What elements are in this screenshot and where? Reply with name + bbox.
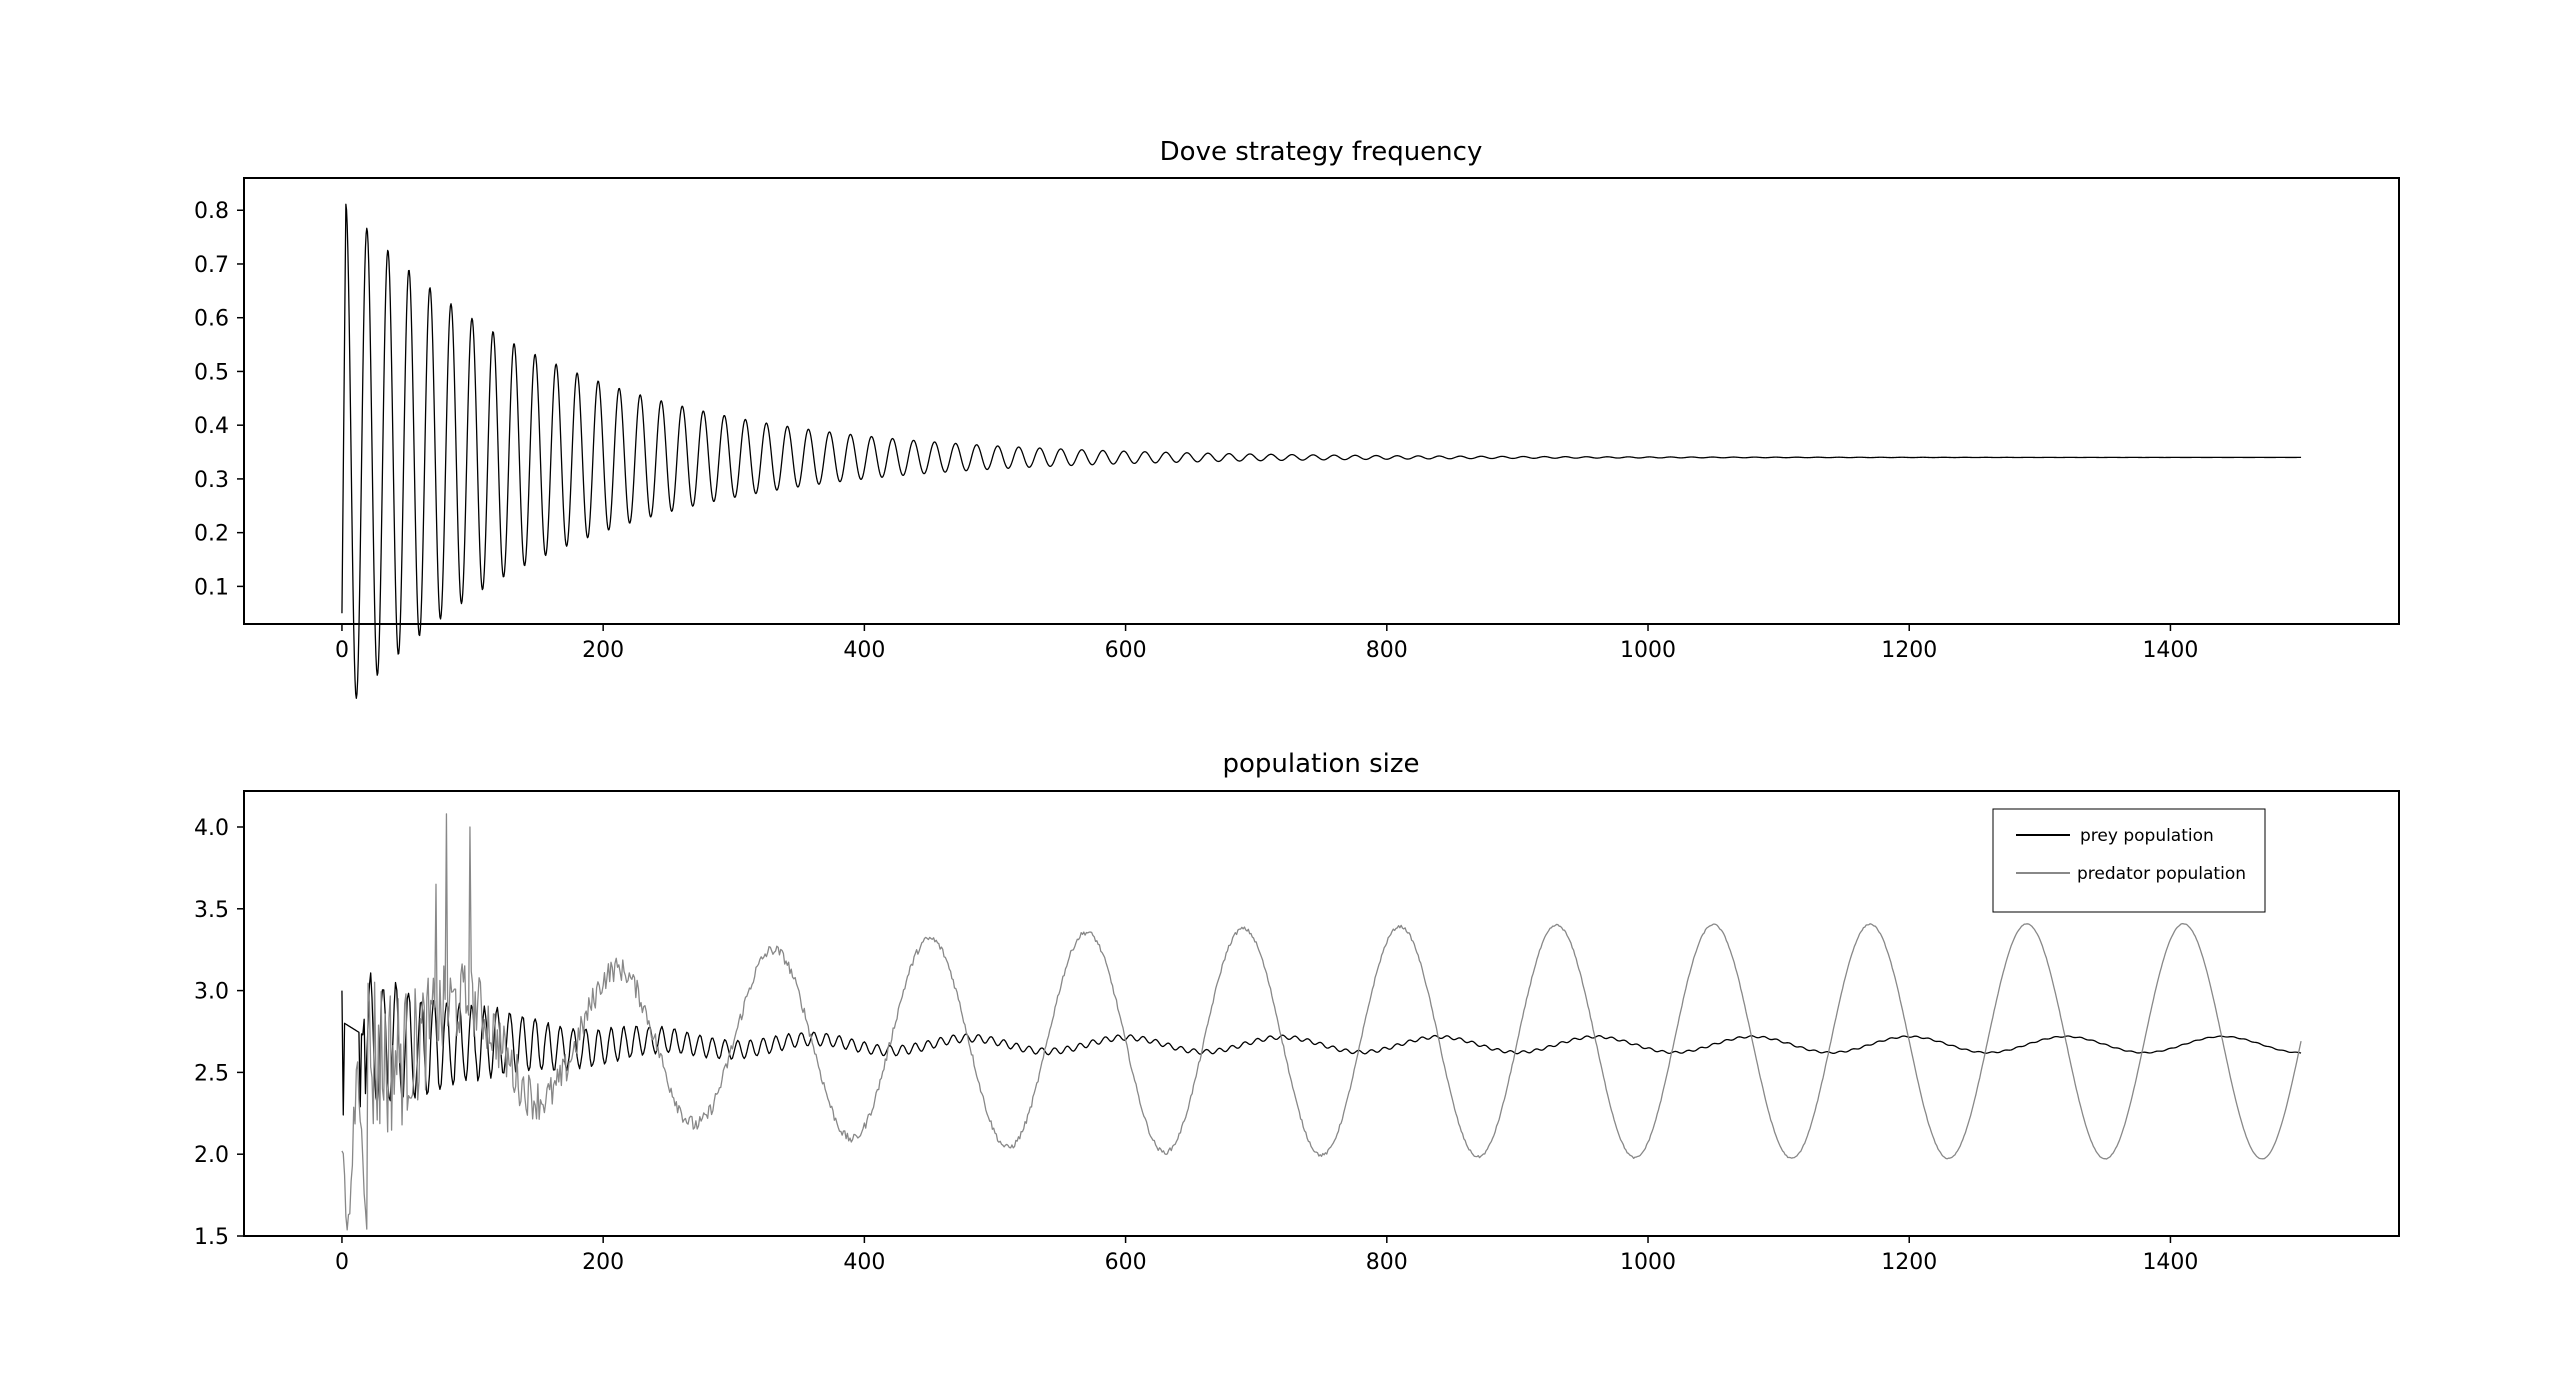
population-ytick-label: 4.0 [194, 816, 229, 841]
series-line-predator-population [341, 813, 2302, 1231]
dove-xtick-label: 200 [582, 638, 624, 663]
population-xtick-label: 600 [1105, 1250, 1147, 1275]
dove-ytick-label: 0.8 [194, 199, 229, 224]
population-chart: population size 0 200 400 600 800 1000 1200 140… [194, 749, 2400, 1275]
population-xtick-label: 800 [1366, 1250, 1408, 1275]
legend-label-predator: predator population [2077, 864, 2246, 884]
population-xtick-label: 1000 [1620, 1250, 1676, 1275]
dove-xtick-label: 1000 [1620, 638, 1676, 663]
population-xtick-label: 1200 [1881, 1250, 1937, 1275]
dove-chart-title: Dove strategy frequency [1160, 137, 1483, 167]
dove-tick-group: 0 200 400 600 800 1000 1200 1400 0.1 0.2 0.3 0.4 0.5… [194, 199, 2198, 663]
population-tick-group: 0 200 400 600 800 1000 1200 1400 1.5 2.0 2.5 3.0 3.5… [194, 816, 2198, 1275]
dove-chart: Dove strategy frequency 0 200 400 600 800 100… [194, 137, 2400, 699]
dove-ytick-label: 0.1 [194, 575, 229, 600]
population-legend: prey population predator population [1992, 808, 2266, 913]
dove-xtick-label: 600 [1105, 638, 1147, 663]
population-ytick-label: 3.0 [194, 980, 229, 1005]
population-chart-title: population size [1222, 749, 1419, 779]
dove-xtick-label: 1400 [2142, 638, 2198, 663]
population-xtick-label: 200 [582, 1250, 624, 1275]
dove-xtick-label: 800 [1366, 638, 1408, 663]
population-ytick-label: 3.5 [194, 898, 229, 923]
population-series-group [341, 813, 2302, 1231]
population-ytick-label: 1.5 [194, 1225, 229, 1250]
population-plot-frame [243, 790, 2400, 1237]
dove-series-group [341, 203, 2302, 699]
population-xtick-label: 400 [843, 1250, 885, 1275]
dove-ytick-label: 0.6 [194, 307, 229, 332]
dove-ytick-label: 0.3 [194, 468, 229, 493]
dove-plot-frame [243, 177, 2400, 625]
dove-xtick-label: 400 [843, 638, 885, 663]
population-ytick-label: 2.0 [194, 1143, 229, 1168]
dove-ytick-label: 0.5 [194, 360, 229, 385]
population-xtick-label: 0 [335, 1250, 349, 1275]
population-ytick-label: 2.5 [194, 1061, 229, 1086]
legend-box [1992, 808, 2266, 913]
population-xtick-label: 1400 [2142, 1250, 2198, 1275]
series-line-prey-population [341, 972, 2302, 1116]
series-line-dove-frequency [341, 203, 2302, 699]
dove-ytick-label: 0.2 [194, 522, 229, 547]
dove-ytick-label: 0.4 [194, 414, 229, 439]
dove-xtick-label: 1200 [1881, 638, 1937, 663]
dove-xtick-label: 0 [335, 638, 349, 663]
legend-label-prey: prey population [2080, 826, 2214, 846]
dove-ytick-label: 0.7 [194, 253, 229, 278]
